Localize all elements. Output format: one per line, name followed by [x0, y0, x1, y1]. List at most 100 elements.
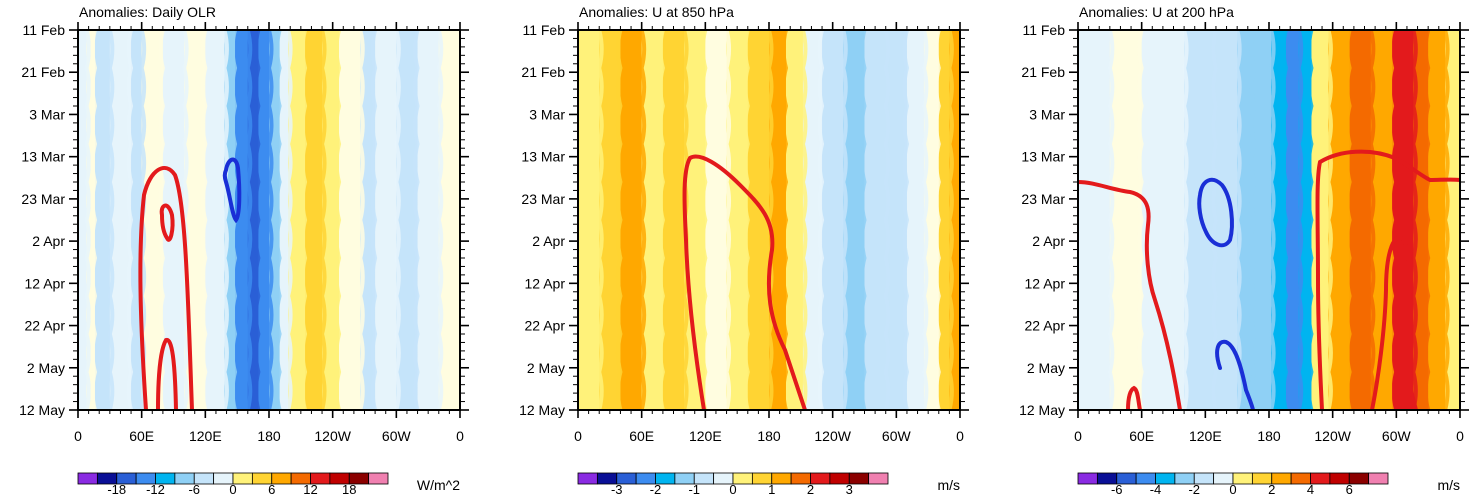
heatmap-cell — [885, 30, 908, 410]
colorbar-units: W/m^2 — [417, 477, 460, 493]
heatmap-streak — [230, 30, 238, 410]
x-tick-label: 60W — [382, 428, 412, 444]
y-tick-label: 21 Feb — [21, 64, 65, 80]
y-tick-label: 23 Mar — [21, 191, 65, 207]
heatmap-cell — [339, 30, 361, 410]
colorbar-tick-label: 2 — [1268, 482, 1275, 496]
colorbar-tick-label: -18 — [107, 482, 126, 496]
colorbar-tick-label: 0 — [729, 482, 736, 496]
x-tick-label: 0 — [74, 428, 82, 444]
heatmap-streak — [370, 30, 378, 410]
heatmap-cell — [396, 30, 419, 410]
contour-line — [1078, 180, 1182, 410]
heatmap-streak — [615, 30, 623, 410]
x-tick-label: 60W — [882, 428, 912, 444]
heatmap-cell — [641, 30, 664, 410]
heatmap-streak — [275, 30, 282, 410]
colorbar-units: m/s — [937, 477, 960, 493]
contour-line — [138, 166, 194, 410]
heatmap-cells — [578, 30, 960, 410]
contour-line — [222, 157, 242, 224]
x-tick-label: 0 — [956, 428, 964, 444]
heatmap-cell — [305, 30, 323, 410]
x-tick-label: 0 — [1074, 428, 1082, 444]
heatmap-cell — [279, 30, 289, 410]
heatmap-streak — [253, 30, 261, 410]
colorbar-units: m/s — [1437, 477, 1460, 493]
heatmap-cell — [747, 30, 770, 410]
heatmap-cell — [1078, 30, 1111, 410]
y-tick-label: 21 Feb — [1021, 64, 1065, 80]
heatmap-cell — [864, 30, 887, 410]
contour-line — [1197, 177, 1234, 248]
x-tick-label: 180 — [1257, 428, 1281, 444]
heatmap-streak — [700, 30, 708, 410]
colorbar-cell — [1077, 472, 1098, 485]
y-tick-label: 22 Apr — [1025, 318, 1066, 334]
heatmap-streak — [413, 30, 420, 410]
y-tick-label: 2 May — [27, 360, 65, 376]
heatmap-cell — [109, 30, 132, 410]
heatmap-streak — [1269, 30, 1276, 410]
panel-title: Anomalies: Daily OLR — [79, 4, 216, 20]
y-tick-label: 21 Feb — [521, 64, 565, 80]
y-tick-label: 3 Mar — [1029, 106, 1065, 122]
y-tick-label: 13 Mar — [521, 149, 565, 165]
contour-line — [156, 338, 178, 410]
heatmap-cell — [235, 30, 249, 410]
y-tick-label: 3 Mar — [529, 106, 565, 122]
contour-line — [1215, 339, 1255, 410]
y-tick-label: 2 Apr — [32, 233, 65, 249]
colorbar-cell — [577, 472, 598, 485]
heatmap-streak — [1368, 30, 1376, 410]
heatmap-streak — [597, 30, 604, 410]
heatmap-streak — [1411, 30, 1418, 410]
heatmap-streak — [1443, 30, 1450, 410]
heatmap-streak — [947, 30, 954, 410]
heatmap-cell — [785, 30, 804, 410]
x-tick-label: 0 — [1456, 428, 1464, 444]
heatmap-streak — [182, 30, 189, 410]
y-tick-label: 11 Feb — [22, 22, 65, 38]
heatmap-streak — [1281, 30, 1289, 410]
y-tick-label: 12 Apr — [25, 275, 66, 291]
heatmap-cell — [578, 30, 600, 410]
heatmap-streak — [158, 30, 165, 410]
heatmap-cell — [86, 30, 96, 410]
y-tick-label: 2 May — [527, 360, 565, 376]
heatmap-streak — [743, 30, 750, 410]
y-tick-label: 3 Mar — [29, 106, 65, 122]
contour-line — [1315, 149, 1460, 410]
heatmap-streak — [126, 30, 134, 410]
contour-line — [1126, 385, 1142, 410]
heatmap-streak — [658, 30, 665, 410]
heatmap-streak — [639, 30, 647, 410]
heatmap-cell — [94, 30, 111, 410]
panel-2: 11 Feb 21 Feb 3 Mar 13 Mar 23 Mar 2 Apr 12 Apr… — [519, 4, 969, 496]
heatmap-streak — [902, 30, 910, 410]
heatmap-streak — [1296, 30, 1304, 410]
x-tick-label: 120E — [1189, 428, 1222, 444]
heatmap-cell — [1311, 30, 1330, 410]
heatmap-cell — [843, 30, 866, 410]
y-tick-label: 12 May — [19, 402, 65, 418]
colorbar-tick-label: -6 — [188, 482, 200, 496]
heatmap-cell — [1254, 30, 1272, 410]
heatmap-cell — [131, 30, 143, 410]
contour-line — [682, 154, 807, 410]
colorbar-tick-label: 4 — [1307, 482, 1314, 496]
heatmap-streak — [860, 30, 867, 410]
heatmap-streak — [1326, 30, 1333, 410]
heatmap-cell — [258, 30, 270, 410]
y-tick-label: 12 May — [519, 402, 565, 418]
y-tick-label: 2 May — [1027, 360, 1065, 376]
heatmap-streak — [1182, 30, 1189, 410]
panel-1: 11 Feb 21 Feb 3 Mar 13 Mar 23 Mar 2 Apr 12 Apr… — [19, 4, 469, 496]
colorbar-cell — [868, 472, 889, 485]
x-tick-label: 0 — [574, 428, 582, 444]
colorbar-tick-label: -2 — [650, 482, 662, 496]
heatmap-streak — [436, 30, 444, 410]
heatmap-streak — [781, 30, 789, 410]
colorbar-tick-label: 3 — [846, 482, 853, 496]
